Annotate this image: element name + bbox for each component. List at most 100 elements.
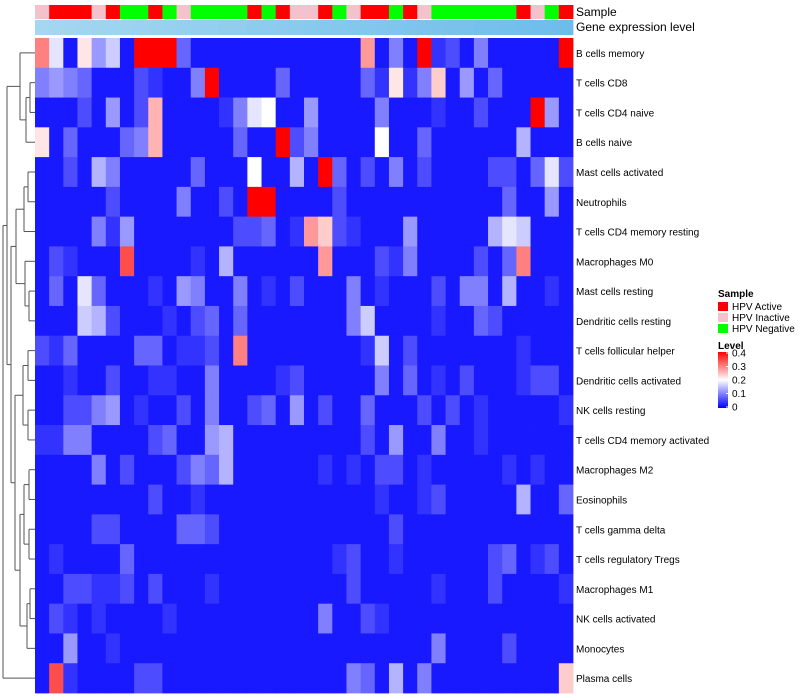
heatmap-cell bbox=[318, 425, 333, 456]
sample-annotation-cell bbox=[148, 5, 163, 19]
heatmap-cell bbox=[318, 365, 333, 396]
heatmap-cell bbox=[148, 216, 163, 247]
heatmap-cell bbox=[261, 395, 277, 426]
expression-annotation-cell bbox=[35, 20, 50, 35]
expression-annotation-cell bbox=[459, 20, 475, 35]
heatmap-cell bbox=[544, 663, 560, 694]
heatmap-cell bbox=[459, 305, 475, 337]
heatmap-cell bbox=[204, 305, 220, 337]
heatmap-cell bbox=[204, 97, 220, 128]
heatmap-cell bbox=[204, 365, 220, 396]
heatmap-cell bbox=[204, 484, 220, 515]
row-label: Macrophages M0 bbox=[576, 257, 654, 268]
heatmap-cell bbox=[417, 663, 432, 694]
heatmap-cell bbox=[105, 127, 121, 158]
heatmap-cell bbox=[77, 544, 93, 575]
heatmap-cell bbox=[289, 157, 305, 188]
heatmap-cell bbox=[374, 157, 390, 188]
heatmap-cell bbox=[77, 514, 93, 545]
heatmap-cell bbox=[119, 186, 135, 218]
heatmap-cell bbox=[77, 454, 93, 485]
heatmap-cell bbox=[417, 484, 432, 515]
heatmap-cell bbox=[374, 454, 390, 485]
heatmap-cell bbox=[63, 544, 78, 575]
heatmap-cell bbox=[332, 633, 347, 664]
heatmap-cell bbox=[289, 305, 305, 337]
heatmap-cell bbox=[544, 425, 560, 456]
heatmap-cell bbox=[289, 97, 305, 128]
heatmap-cell bbox=[91, 157, 107, 188]
heatmap-cell bbox=[119, 216, 135, 247]
heatmap-cell bbox=[261, 633, 277, 664]
heatmap-cell bbox=[204, 454, 220, 485]
row-label: Dendritic cells activated bbox=[576, 376, 681, 387]
heatmap-cell bbox=[77, 365, 93, 396]
heatmap-cell bbox=[530, 573, 546, 605]
heatmap-cell bbox=[63, 305, 78, 337]
heatmap-cell bbox=[233, 97, 248, 128]
heatmap-cell bbox=[417, 573, 432, 605]
heatmap-cell bbox=[431, 216, 446, 247]
heatmap-cell bbox=[502, 425, 517, 456]
heatmap-cell bbox=[49, 603, 64, 634]
heatmap-cell bbox=[35, 157, 50, 188]
heatmap-cell bbox=[219, 454, 234, 485]
heatmap-cell bbox=[105, 573, 121, 605]
heatmap-cell bbox=[459, 633, 475, 664]
heatmap-cell bbox=[134, 573, 149, 605]
heatmap-cell bbox=[403, 335, 418, 366]
heatmap-cell bbox=[261, 67, 277, 98]
heatmap-cell bbox=[289, 276, 305, 307]
heatmap-cell bbox=[388, 305, 404, 337]
heatmap-cell bbox=[119, 663, 135, 694]
heatmap-cell bbox=[105, 157, 121, 188]
heatmap-cell bbox=[247, 276, 262, 307]
row-label: Mast cells activated bbox=[576, 168, 663, 179]
heatmap-cell bbox=[190, 127, 206, 158]
heatmap-cell bbox=[275, 425, 291, 456]
heatmap-cell bbox=[417, 38, 432, 69]
heatmap-cell bbox=[134, 633, 149, 664]
heatmap-cell bbox=[176, 514, 192, 545]
heatmap-cell bbox=[544, 67, 560, 98]
heatmap-cell bbox=[247, 514, 262, 545]
heatmap-cell bbox=[49, 246, 64, 277]
heatmap-cell bbox=[105, 544, 121, 575]
heatmap-cell bbox=[473, 67, 489, 98]
heatmap-cell bbox=[516, 97, 531, 128]
heatmap-cell bbox=[219, 276, 234, 307]
heatmap-cell bbox=[247, 186, 262, 218]
heatmap-cell bbox=[360, 186, 376, 218]
heatmap-cell bbox=[247, 335, 262, 366]
heatmap-cell bbox=[431, 603, 446, 634]
heatmap-cell bbox=[289, 67, 305, 98]
heatmap-cell bbox=[35, 97, 50, 128]
heatmap-cell bbox=[261, 514, 277, 545]
heatmap-cell bbox=[417, 425, 432, 456]
heatmap-cell bbox=[530, 246, 546, 277]
heatmap-cell bbox=[219, 365, 234, 396]
heatmap-cell bbox=[275, 186, 291, 218]
heatmap-cell bbox=[77, 246, 93, 277]
heatmap-cell bbox=[275, 276, 291, 307]
heatmap-cell bbox=[346, 544, 362, 575]
heatmap-cell bbox=[105, 663, 121, 694]
heatmap-cell bbox=[304, 484, 319, 515]
heatmap-cell bbox=[162, 186, 177, 218]
heatmap-cell bbox=[49, 633, 64, 664]
sample-annotation-cell bbox=[247, 5, 262, 19]
heatmap-cell bbox=[488, 38, 503, 69]
heatmap-cell bbox=[190, 97, 206, 128]
heatmap-cell bbox=[346, 573, 362, 605]
heatmap-cell bbox=[219, 127, 234, 158]
sample-annotation-cell bbox=[346, 5, 362, 19]
heatmap-cell bbox=[261, 38, 277, 69]
heatmap-cell bbox=[431, 335, 446, 366]
heatmap-cell bbox=[261, 305, 277, 337]
expression-annotation-cell bbox=[233, 20, 248, 35]
heatmap-cell bbox=[417, 216, 432, 247]
heatmap-cell bbox=[49, 365, 64, 396]
heatmap-cell bbox=[176, 484, 192, 515]
heatmap-cell bbox=[261, 127, 277, 158]
heatmap-cell bbox=[162, 633, 177, 664]
